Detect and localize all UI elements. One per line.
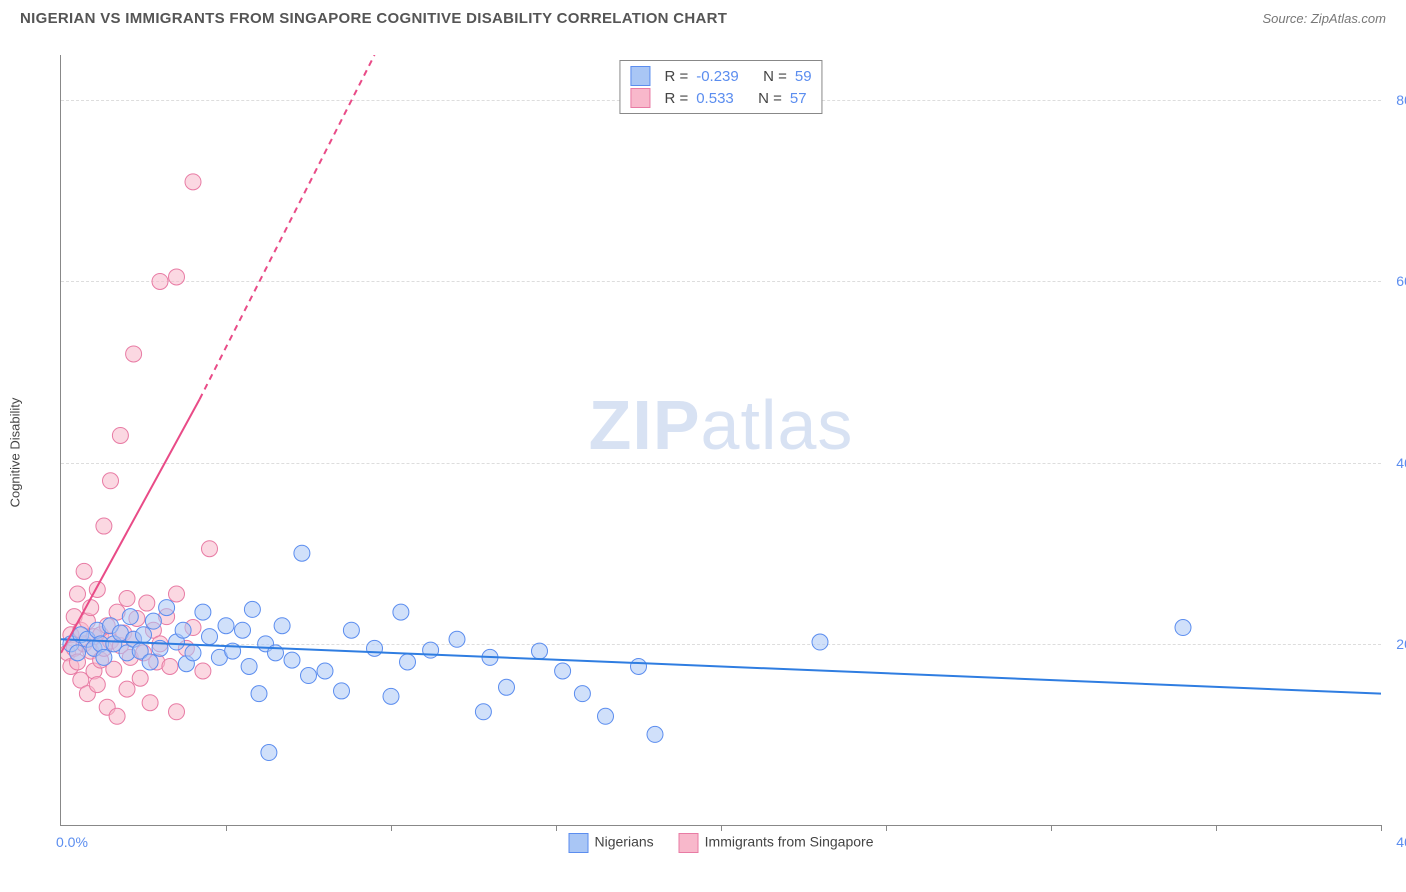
x-tick xyxy=(1381,825,1382,831)
x-origin-label: 0.0% xyxy=(56,834,88,850)
legend-swatch xyxy=(630,88,650,108)
x-tick xyxy=(226,825,227,831)
x-tick xyxy=(556,825,557,831)
y-tick-label: 80.0% xyxy=(1396,92,1406,108)
series-legend: Nigerians Immigrants from Singapore xyxy=(569,833,874,853)
series-legend-item: Nigerians xyxy=(569,833,654,853)
x-tick xyxy=(391,825,392,831)
chart-title: NIGERIAN VS IMMIGRANTS FROM SINGAPORE CO… xyxy=(20,10,727,27)
x-tick xyxy=(1216,825,1217,831)
correlation-legend: R = -0.239 N = 59R = 0.533 N = 57 xyxy=(619,60,822,114)
x-tick xyxy=(1051,825,1052,831)
y-tick-label: 40.0% xyxy=(1396,455,1406,471)
legend-swatch xyxy=(569,833,589,853)
source-attribution: Source: ZipAtlas.com xyxy=(1262,11,1386,26)
y-tick-label: 60.0% xyxy=(1396,273,1406,289)
legend-swatch xyxy=(630,66,650,86)
correlation-legend-row: R = 0.533 N = 57 xyxy=(630,87,811,109)
chart-container: Cognitive Disability ZIPatlas R = -0.239… xyxy=(50,45,1390,845)
x-end-label: 40.0% xyxy=(1396,834,1406,850)
y-tick-label: 20.0% xyxy=(1396,636,1406,652)
y-axis-label: Cognitive Disability xyxy=(8,398,23,508)
plot-area: ZIPatlas R = -0.239 N = 59R = 0.533 N = … xyxy=(60,55,1381,826)
correlation-legend-row: R = -0.239 N = 59 xyxy=(630,65,811,87)
scatter-svg xyxy=(61,55,1381,825)
series-legend-item: Immigrants from Singapore xyxy=(679,833,874,853)
x-tick xyxy=(721,825,722,831)
legend-swatch xyxy=(679,833,699,853)
x-tick xyxy=(886,825,887,831)
